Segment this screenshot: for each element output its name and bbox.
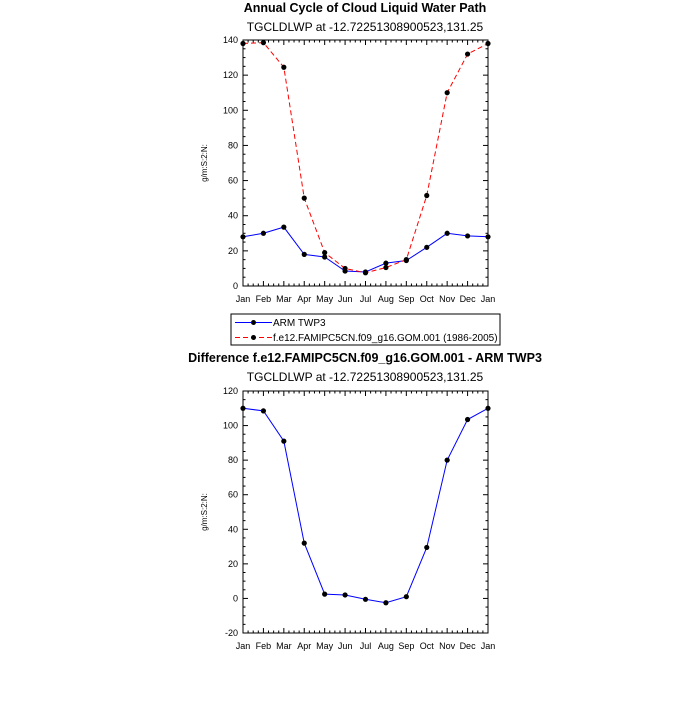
- y-tick-label: 100: [223, 105, 238, 115]
- y-tick-label: 40: [228, 524, 238, 534]
- x-tick-label: Dec: [460, 294, 477, 304]
- x-tick-label: Jul: [360, 641, 372, 651]
- chart-2-title: Difference f.e12.FAMIPC5CN.f09_g16.GOM.0…: [188, 351, 542, 365]
- legend-marker-1: [251, 320, 256, 325]
- y-tick-label: 60: [228, 176, 238, 186]
- x-tick-label: Apr: [297, 294, 311, 304]
- series-1-point: [383, 260, 389, 266]
- series-1-point: [464, 416, 471, 423]
- series-2-point: [240, 40, 246, 47]
- x-tick-label: Aug: [378, 641, 394, 651]
- series-2-point: [444, 90, 450, 96]
- series-2-point: [485, 40, 491, 47]
- y-tick-label: 100: [223, 421, 238, 431]
- series-2-point: [260, 40, 267, 46]
- series-2-point: [342, 265, 348, 272]
- x-tick-label: Feb: [256, 641, 272, 651]
- series-2-point: [281, 64, 287, 70]
- y-tick-label: -20: [225, 628, 238, 638]
- series-2-point: [464, 51, 471, 57]
- y-tick-label: 120: [223, 386, 238, 396]
- x-tick-label: Dec: [460, 641, 477, 651]
- series-1-point: [301, 540, 307, 546]
- series-1-point: [240, 405, 246, 411]
- x-tick-label: Nov: [439, 294, 456, 304]
- chart-1-subtitle: TGCLDLWP at -12.72251308900523,131.25: [247, 20, 484, 34]
- chart-1-ylabel: g/m:S:2:N:: [200, 144, 209, 182]
- y-tick-label: 60: [228, 490, 238, 500]
- y-tick-label: 0: [233, 593, 238, 603]
- chart-2-subtitle: TGCLDLWP at -12.72251308900523,131.25: [247, 370, 484, 384]
- series-1-point: [281, 224, 287, 230]
- y-tick-label: 140: [223, 35, 238, 45]
- y-tick-label: 20: [228, 246, 238, 256]
- chart-2-plot: Jan Feb Mar Apr May Jun Jul Aug Sep Oct Nov Dec Jan -…: [223, 386, 495, 651]
- x-tick-label: May: [316, 294, 334, 304]
- series-2-point: [424, 192, 430, 199]
- series-1-point: [301, 251, 307, 257]
- x-tick-label: Apr: [297, 641, 311, 651]
- x-tick-label: Jun: [338, 641, 353, 651]
- y-tick-label: 80: [228, 140, 238, 150]
- series-1-point: [260, 230, 267, 236]
- series-2-point: [322, 250, 328, 256]
- x-tick-label: Sep: [398, 294, 414, 304]
- x-tick-label: Mar: [276, 294, 292, 304]
- y-tick-label: 20: [228, 559, 238, 569]
- series-1-point: [322, 254, 328, 260]
- series-1-point: [403, 594, 409, 600]
- x-tick-label: Jan: [236, 641, 251, 651]
- x-tick-label: Mar: [276, 641, 292, 651]
- x-tick-label: Oct: [420, 294, 435, 304]
- plot-frame: [242, 39, 489, 287]
- series-2-point: [403, 257, 409, 263]
- series-1-point: [424, 244, 430, 250]
- series-line-2: [242, 42, 489, 274]
- series-1-point: [424, 544, 430, 551]
- y-tick-label: 0: [233, 281, 238, 291]
- series-line-1: [242, 226, 489, 273]
- chart-2-ylabel: g/m:S:2:N:: [200, 493, 209, 531]
- y-tick-label: 80: [228, 455, 238, 465]
- series-1-point: [383, 600, 389, 606]
- legend-marker-2: [251, 335, 256, 340]
- series-1-point: [444, 230, 450, 236]
- legend-entry-1: ARM TWP3: [273, 318, 326, 329]
- x-tick-label: Jul: [360, 294, 372, 304]
- x-tick-label: Sep: [398, 641, 414, 651]
- x-tick-label: Oct: [420, 641, 435, 651]
- x-tick-label: Jan: [481, 641, 496, 651]
- series-line-1: [242, 407, 489, 604]
- legend-box: [230, 313, 501, 346]
- y-tick-label: 40: [228, 211, 238, 221]
- series-1-point: [444, 457, 450, 463]
- series-1-point: [240, 234, 246, 240]
- y-tick-label: 120: [223, 70, 238, 80]
- x-tick-label: Jan: [236, 294, 251, 304]
- series-1-point: [281, 438, 287, 444]
- series-1-point: [260, 408, 267, 414]
- chart-1-plot: Jan Feb Mar Apr May Jun Jul Aug Sep Oct Nov Dec Jan 0…: [223, 35, 495, 304]
- x-tick-label: May: [316, 641, 334, 651]
- x-tick-label: Jun: [338, 294, 353, 304]
- series-1-point: [485, 405, 491, 411]
- series-1-point: [322, 591, 328, 597]
- series-2-point: [383, 264, 389, 271]
- series-2-point: [362, 270, 369, 276]
- series-1-point: [362, 596, 369, 602]
- x-tick-label: Jan: [481, 294, 496, 304]
- series-1-point: [464, 233, 471, 239]
- chart-1-title: Annual Cycle of Cloud Liquid Water Path: [244, 1, 487, 15]
- series-2-point: [301, 195, 307, 201]
- legend: ARM TWP3 f.e12.FAMIPC5CN.f09_g16.GOM.001…: [230, 313, 501, 346]
- x-tick-label: Feb: [256, 294, 272, 304]
- x-tick-label: Nov: [439, 641, 456, 651]
- series-1-point: [485, 234, 491, 240]
- series-1-point: [342, 592, 348, 598]
- legend-entry-2: f.e12.FAMIPC5CN.f09_g16.GOM.001 (1986-20…: [273, 333, 498, 344]
- x-tick-label: Aug: [378, 294, 394, 304]
